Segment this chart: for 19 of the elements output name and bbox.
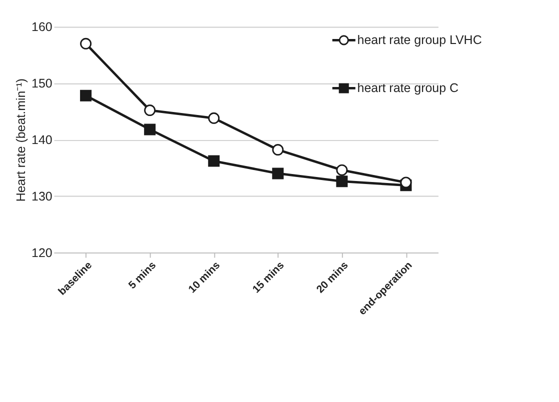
legend-label: heart rate group C (357, 81, 458, 96)
legend-label: heart rate group LVHC (357, 33, 482, 48)
y-tick-label: 150 (32, 76, 52, 90)
point (208, 112, 220, 124)
point (400, 176, 412, 188)
y-tick-label: 140 (32, 132, 52, 147)
y-tick-label: 120 (32, 246, 52, 260)
y-axis-title: Heart rate (beat.min⁻¹) (14, 78, 28, 202)
point (272, 168, 284, 180)
point (144, 124, 156, 136)
point (272, 144, 284, 156)
y-tick-label: 160 (32, 20, 52, 34)
point (208, 155, 220, 167)
point (336, 176, 348, 188)
point (144, 104, 156, 116)
point (80, 90, 92, 102)
point (80, 38, 92, 50)
point (336, 164, 348, 176)
y-tick-label: 130 (32, 189, 52, 204)
